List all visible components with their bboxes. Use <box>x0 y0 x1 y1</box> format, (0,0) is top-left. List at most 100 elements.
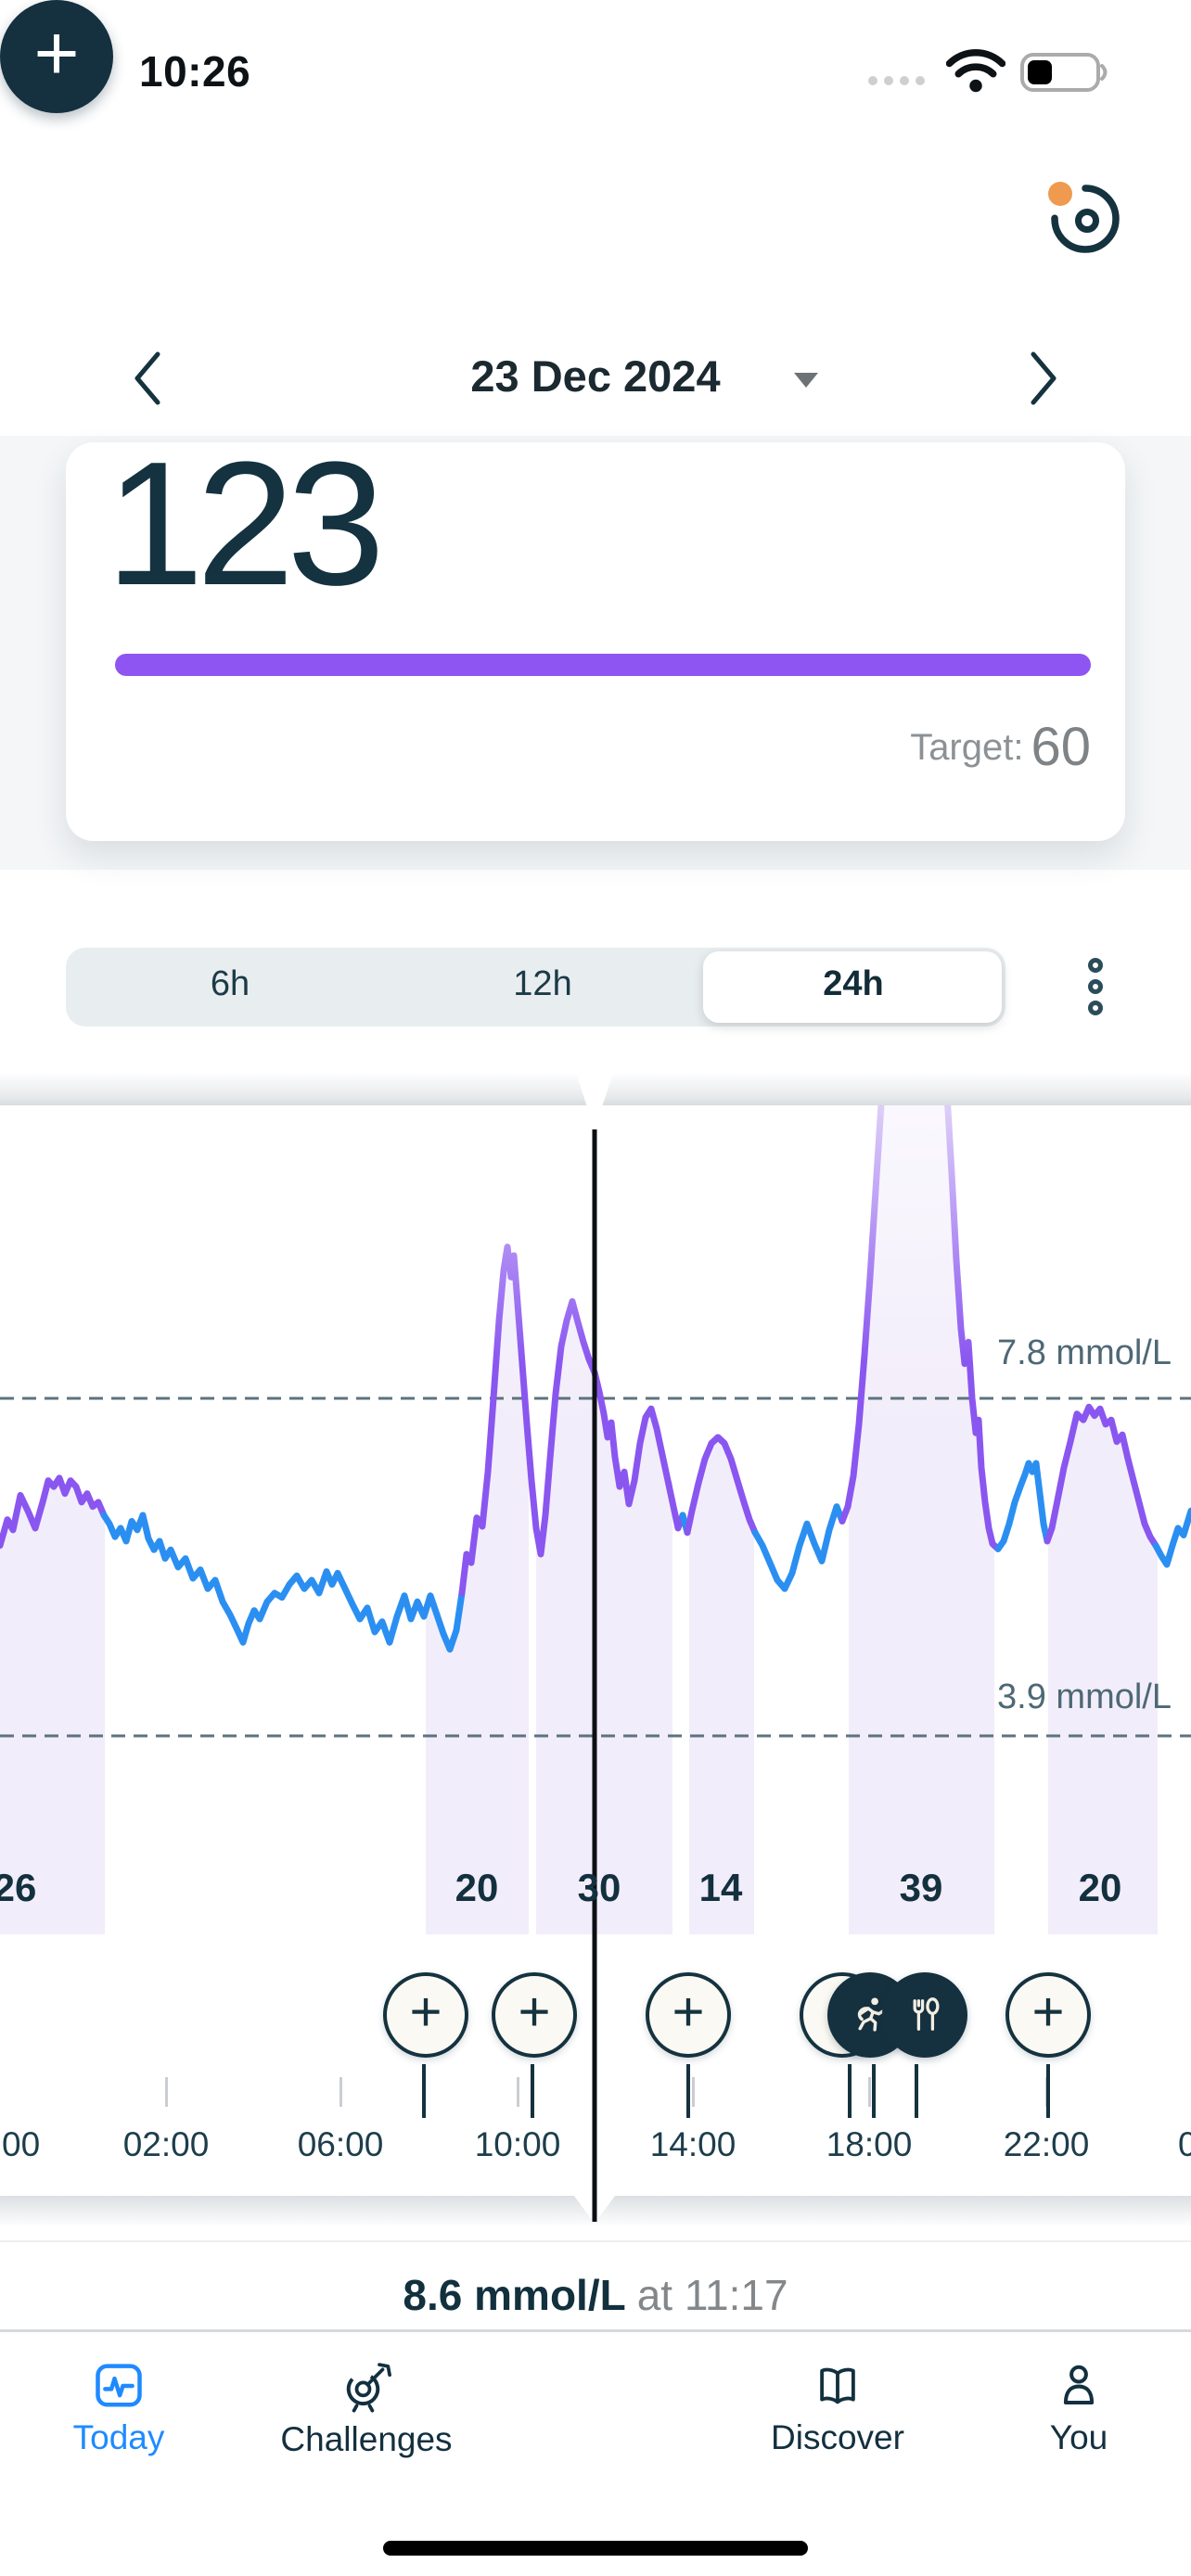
log-entry-fab[interactable]: + <box>0 0 113 113</box>
glucose-line-blue <box>100 1511 466 1653</box>
chevron-right-icon[interactable] <box>1022 349 1063 408</box>
wifi-icon <box>946 49 1005 93</box>
runner-icon <box>857 1997 885 2032</box>
hour-tick <box>339 2077 342 2107</box>
glucose-line-purple <box>458 1243 686 1597</box>
axis-hour-label: 22:00 <box>1003 2125 1090 2163</box>
glucose-line-purple <box>684 1434 759 1537</box>
tab-you-label: You <box>1049 2418 1108 2456</box>
axis-edge-label: 00 <box>2 2125 41 2163</box>
cellular-dot-icon <box>884 76 893 85</box>
event-tick <box>848 2064 852 2118</box>
target-label: Target: <box>910 727 1024 768</box>
home-indicator[interactable] <box>383 2541 808 2556</box>
glucose-line-purple <box>839 1105 1002 1552</box>
threshold-label: 7.8 mmol/L <box>997 1333 1172 1372</box>
date-selector[interactable]: 23 Dec 2024 <box>0 351 1191 402</box>
glucose-line-purple <box>0 1474 108 1549</box>
tab-today[interactable]: Today <box>12 2361 225 2457</box>
status-time: 10:26 <box>139 47 251 96</box>
log-add-button[interactable]: + <box>492 1972 577 2058</box>
episode-fill <box>849 1105 994 1934</box>
episode-count: 20 <box>1078 1866 1122 1909</box>
tabbar-divider <box>0 2329 1191 2332</box>
tab-challenges[interactable]: Challenges <box>260 2361 473 2459</box>
tab-you[interactable]: You <box>972 2361 1185 2457</box>
readout-value: 8.6 mmol/L <box>403 2271 626 2319</box>
kebab-dot-icon <box>1088 958 1103 973</box>
cursor-readout: 8.6 mmol/L at 11:17 <box>0 2270 1191 2320</box>
person-icon <box>1063 2365 1095 2405</box>
cellular-dot-icon <box>900 76 909 85</box>
tab-challenges-label: Challenges <box>280 2420 453 2458</box>
axis-edge-label: 0 <box>1178 2125 1191 2163</box>
episode-count: 39 <box>899 1866 943 1909</box>
battery-icon <box>1020 53 1108 92</box>
hour-tick <box>165 2077 168 2107</box>
episode-fill <box>689 1437 754 1934</box>
range-option-6h[interactable]: 6h <box>210 964 250 1003</box>
glucose-line-blue <box>1152 1507 1191 1568</box>
target-dart-icon <box>346 2363 391 2413</box>
logged-meal-button[interactable] <box>882 1972 967 2058</box>
pulse-square-icon <box>96 2364 142 2407</box>
score-progress-bar <box>115 654 1091 676</box>
target-value: 60 <box>1031 717 1091 777</box>
tab-today-label: Today <box>72 2418 165 2456</box>
axis-hour-label: 14:00 <box>649 2125 736 2163</box>
event-tick <box>531 2064 534 2118</box>
kebab-dot-icon <box>1088 1001 1103 1015</box>
event-tick <box>422 2064 426 2118</box>
readout-divider <box>0 2240 1191 2242</box>
caret-down-icon <box>794 373 818 388</box>
cursor-top-notch <box>575 1070 614 1129</box>
readout-time: at 11:17 <box>636 2271 788 2319</box>
glucose-chart[interactable] <box>0 1066 1191 2235</box>
open-book-icon <box>820 2367 855 2404</box>
event-tick <box>686 2064 690 2118</box>
hour-tick <box>517 2077 519 2107</box>
episode-count: 30 <box>577 1866 621 1909</box>
sensor-alert-dot <box>1048 182 1072 206</box>
chart-menu-button[interactable] <box>1074 951 1117 1022</box>
log-add-button[interactable]: + <box>1005 1972 1091 2058</box>
axis-hour-label: 10:00 <box>474 2125 561 2163</box>
glucose-line-blue <box>751 1503 846 1592</box>
episode-fill <box>426 1246 529 1934</box>
range-selected-pill <box>703 951 1002 1023</box>
episode-count: 26 <box>0 1866 37 1909</box>
cellular-dot-icon <box>868 76 877 85</box>
episode-fill <box>0 1477 105 1934</box>
event-tick <box>1046 2064 1050 2118</box>
kebab-dot-icon <box>1088 979 1103 994</box>
glucose-line-blue <box>994 1460 1051 1552</box>
daily-score-card[interactable] <box>66 442 1125 841</box>
axis-hour-label: 06:00 <box>297 2125 384 2163</box>
hour-tick <box>692 2077 695 2107</box>
chevron-left-icon[interactable] <box>128 349 169 408</box>
current-date[interactable]: 23 Dec 2024 <box>470 351 721 401</box>
cellular-dot-icon <box>916 76 925 85</box>
target-row: Target: 60 <box>910 716 1091 778</box>
tab-discover-label: Discover <box>771 2418 904 2456</box>
glucose-line-purple <box>1044 1403 1159 1549</box>
hour-tick <box>868 2077 871 2107</box>
axis-hour-label: 18:00 <box>826 2125 913 2163</box>
event-tick <box>872 2064 876 2118</box>
event-tick <box>915 2064 918 2118</box>
tab-discover[interactable]: Discover <box>731 2361 944 2457</box>
axis-hour-label: 02:00 <box>122 2125 210 2163</box>
sensor-status-icon[interactable] <box>1035 169 1132 265</box>
utensils-icon <box>913 1997 940 2031</box>
log-add-button[interactable]: + <box>646 1972 731 2058</box>
episode-count: 20 <box>455 1866 499 1909</box>
range-option-24h[interactable]: 24h <box>823 964 884 1003</box>
range-option-12h[interactable]: 12h <box>513 964 572 1003</box>
log-add-button[interactable]: + <box>383 1972 468 2058</box>
threshold-label: 3.9 mmol/L <box>997 1677 1172 1716</box>
episode-fill <box>1048 1407 1158 1934</box>
episode-count: 14 <box>698 1866 743 1909</box>
daily-score-value: 123 <box>106 426 385 622</box>
